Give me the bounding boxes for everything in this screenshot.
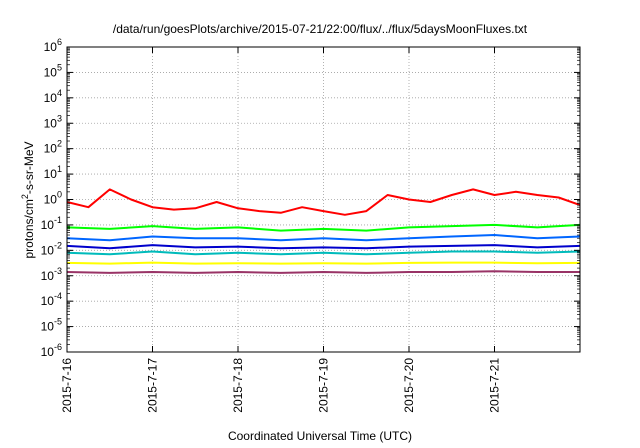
y-tick-label: 10-2 bbox=[41, 240, 62, 257]
x-tick-label: 2015-7-16 bbox=[60, 358, 74, 413]
y-tick-label: 100 bbox=[44, 190, 62, 207]
grid-layer bbox=[67, 47, 580, 352]
series-line-1 bbox=[66, 188, 581, 216]
y-tick-label: 104 bbox=[44, 88, 62, 105]
x-tick-label: 2015-7-18 bbox=[231, 358, 245, 413]
series-line-3 bbox=[66, 234, 581, 242]
tick-layer: 106 105 104 103 102 101 100 10-1 10-2 10-3 10-4 10-… bbox=[41, 37, 580, 413]
y-tick-label: 10-3 bbox=[41, 266, 62, 283]
series-line-5 bbox=[66, 250, 581, 256]
series-line-7 bbox=[66, 270, 580, 274]
y-tick-label: 103 bbox=[44, 113, 62, 130]
x-axis-label: Coordinated Universal Time (UTC) bbox=[227, 429, 413, 443]
y-tick-label: 10-6 bbox=[41, 342, 62, 359]
x-tick-label: 2015-7-20 bbox=[402, 358, 416, 413]
x-tick-label: 2015-7-19 bbox=[317, 358, 331, 413]
x-tick-label: 2015-7-21 bbox=[488, 358, 502, 413]
y-tick-label: 106 bbox=[44, 37, 62, 54]
y-tick-label: 10-5 bbox=[41, 317, 62, 334]
y-tick-label: 105 bbox=[44, 62, 62, 79]
y-tick-label: 101 bbox=[44, 164, 62, 181]
y-tick-label: 102 bbox=[44, 139, 62, 156]
x-tick-label: 2015-7-17 bbox=[146, 358, 160, 413]
chart-title: /data/run/goesPlots/archive/2015-07-21/2… bbox=[112, 22, 528, 36]
y-tick-label: 10-1 bbox=[41, 215, 62, 232]
series-line-6 bbox=[66, 261, 581, 265]
y-axis-label: protons/cm2-s-sr-MeV bbox=[20, 141, 36, 258]
series-layer bbox=[66, 188, 581, 274]
series-line-2 bbox=[66, 223, 581, 232]
y-tick-label: 10-4 bbox=[41, 291, 62, 308]
series-line-4 bbox=[66, 244, 581, 250]
